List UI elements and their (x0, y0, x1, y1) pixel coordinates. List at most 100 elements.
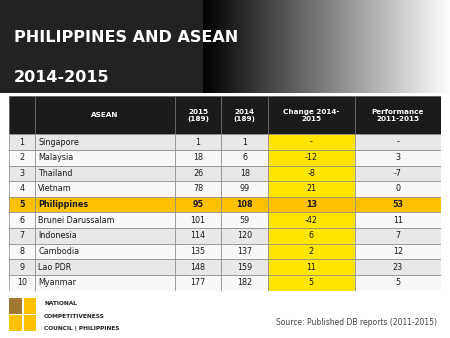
Bar (355, 134, 441, 150)
Bar (268, 228, 355, 244)
Bar (35, 259, 175, 275)
Text: 11: 11 (393, 216, 403, 225)
Bar (268, 275, 355, 291)
Text: 148: 148 (191, 263, 206, 272)
Text: 3: 3 (395, 153, 400, 162)
Bar (221, 96, 268, 134)
Bar (9, 197, 35, 213)
Text: 13: 13 (306, 200, 317, 209)
Text: 9: 9 (19, 263, 24, 272)
Bar (175, 259, 221, 275)
Text: 0: 0 (395, 185, 400, 193)
Text: 1: 1 (243, 138, 248, 147)
Text: 2014
(189): 2014 (189) (234, 109, 256, 122)
Bar (355, 259, 441, 275)
Bar (9, 213, 35, 228)
Text: 120: 120 (237, 232, 252, 240)
Text: 23: 23 (393, 263, 403, 272)
Text: 159: 159 (237, 263, 252, 272)
Bar (268, 96, 355, 134)
Text: -12: -12 (305, 153, 318, 162)
Text: 177: 177 (190, 279, 206, 287)
Bar (35, 213, 175, 228)
Text: COMPETITIVENESS: COMPETITIVENESS (44, 314, 105, 318)
Text: 12: 12 (393, 247, 403, 256)
Bar (35, 134, 175, 150)
Bar (268, 150, 355, 166)
Text: 5: 5 (309, 279, 314, 287)
Bar (175, 197, 221, 213)
Bar (35, 197, 175, 213)
Text: Malaysia: Malaysia (38, 153, 73, 162)
Text: 6: 6 (309, 232, 314, 240)
Bar (35, 228, 175, 244)
Bar (35, 275, 175, 291)
Text: 137: 137 (237, 247, 252, 256)
Bar (355, 181, 441, 197)
Bar (221, 166, 268, 181)
Text: 4: 4 (19, 185, 24, 193)
Bar (355, 213, 441, 228)
Text: -7: -7 (394, 169, 402, 178)
Text: Change 2014-
2015: Change 2014- 2015 (283, 109, 340, 122)
Text: Myanmar: Myanmar (38, 279, 76, 287)
Text: 101: 101 (191, 216, 206, 225)
Text: Source: Published DB reports (2011-2015): Source: Published DB reports (2011-2015) (275, 318, 436, 327)
Text: ASEAN: ASEAN (91, 112, 118, 118)
Text: 21: 21 (306, 185, 316, 193)
Bar (9, 259, 35, 275)
Bar (268, 197, 355, 213)
Text: -8: -8 (307, 169, 315, 178)
Text: COUNCIL | PHILIPPINES: COUNCIL | PHILIPPINES (44, 326, 120, 331)
Text: 7: 7 (19, 232, 24, 240)
Bar (221, 181, 268, 197)
Bar (9, 244, 35, 259)
Text: 6: 6 (243, 153, 248, 162)
Bar (221, 275, 268, 291)
Text: 18: 18 (240, 169, 250, 178)
Bar (221, 213, 268, 228)
Text: Thailand: Thailand (38, 169, 72, 178)
Bar (355, 244, 441, 259)
Bar (0, 0, 202, 93)
Text: Vietnam: Vietnam (38, 185, 72, 193)
Bar (355, 275, 441, 291)
Bar (355, 228, 441, 244)
Text: 1: 1 (196, 138, 201, 147)
Bar (9, 275, 35, 291)
Bar (24, 315, 36, 331)
Text: 2015
(189): 2015 (189) (187, 109, 209, 122)
Text: Philippines: Philippines (38, 200, 88, 209)
Bar (175, 181, 221, 197)
Text: 11: 11 (306, 263, 316, 272)
Text: 108: 108 (237, 200, 253, 209)
Text: 135: 135 (191, 247, 206, 256)
Text: 8: 8 (19, 247, 24, 256)
Text: -: - (396, 138, 399, 147)
Text: 182: 182 (237, 279, 252, 287)
Bar (268, 259, 355, 275)
Bar (221, 150, 268, 166)
Bar (355, 150, 441, 166)
Bar (9, 298, 22, 314)
Bar (355, 197, 441, 213)
Text: Performance
2011-2015: Performance 2011-2015 (372, 109, 424, 122)
Text: 59: 59 (240, 216, 250, 225)
Text: 53: 53 (392, 200, 403, 209)
Text: 1: 1 (19, 138, 24, 147)
Bar (175, 213, 221, 228)
Bar (175, 244, 221, 259)
Bar (175, 134, 221, 150)
Bar (175, 96, 221, 134)
Text: 5: 5 (19, 200, 25, 209)
Text: PHILIPPINES AND ASEAN: PHILIPPINES AND ASEAN (14, 30, 238, 45)
Bar (268, 244, 355, 259)
Text: 2: 2 (19, 153, 24, 162)
Bar (35, 181, 175, 197)
Text: -42: -42 (305, 216, 318, 225)
Bar (355, 166, 441, 181)
Text: Cambodia: Cambodia (38, 247, 79, 256)
Text: 114: 114 (191, 232, 206, 240)
Text: 18: 18 (193, 153, 203, 162)
Bar (35, 150, 175, 166)
